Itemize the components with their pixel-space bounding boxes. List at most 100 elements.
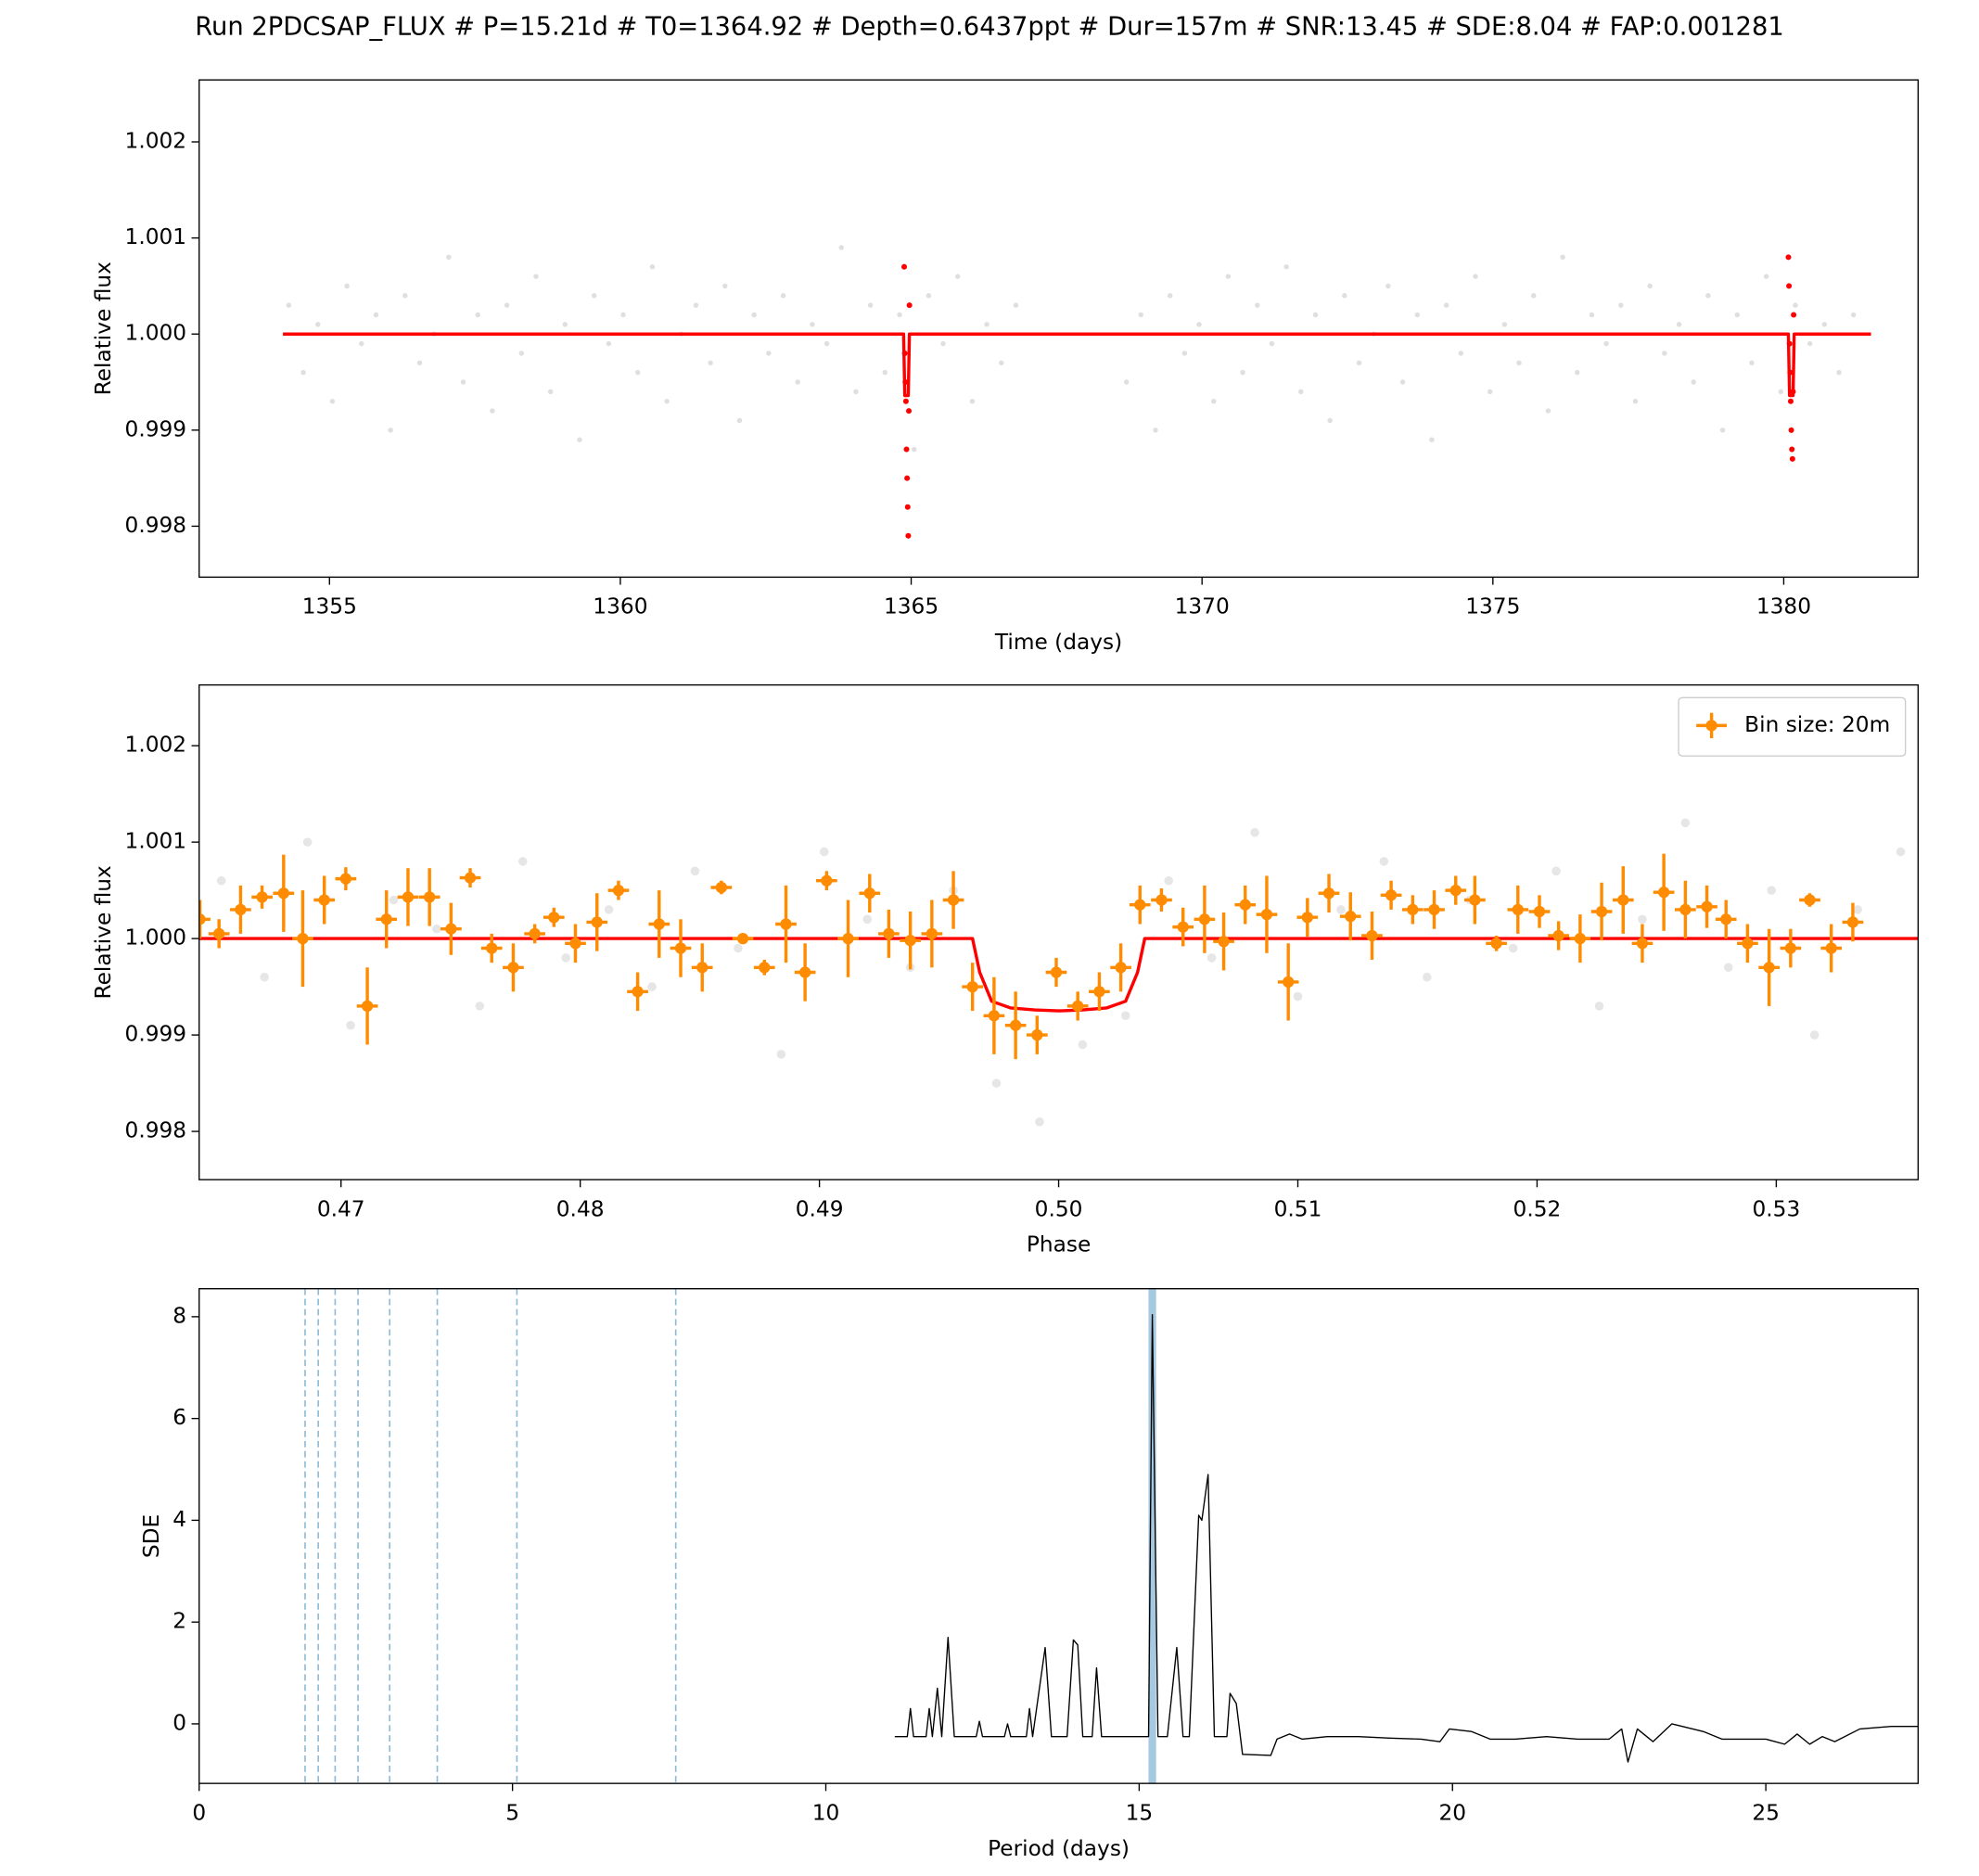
data-point	[517, 857, 528, 866]
data-point	[901, 263, 908, 270]
binned-point	[198, 913, 206, 925]
binned-point	[759, 962, 771, 974]
x-axis-label: Period (days)	[988, 1836, 1130, 1861]
data-point	[1153, 428, 1158, 433]
data-point	[902, 398, 909, 404]
data-point	[1414, 312, 1420, 318]
y-tick-label: 0.998	[125, 1118, 187, 1143]
data-point	[562, 322, 568, 327]
binned-point	[612, 884, 625, 897]
plot-area	[283, 245, 1871, 539]
plot-area	[304, 1288, 1919, 1784]
data-point	[690, 866, 700, 876]
binned-point	[256, 891, 268, 903]
data-point	[1342, 293, 1347, 299]
data-point	[1662, 351, 1667, 356]
binned-point	[947, 894, 960, 906]
binned-point	[361, 1000, 374, 1013]
binned-point	[1198, 913, 1211, 925]
data-point	[906, 408, 913, 415]
data-point	[708, 360, 713, 366]
data-point	[1763, 274, 1769, 279]
data-point	[1210, 399, 1217, 404]
x-tick-label: 1375	[1465, 594, 1520, 619]
data-point	[1647, 283, 1653, 289]
data-point	[1551, 866, 1561, 876]
data-point	[286, 302, 292, 308]
data-point	[882, 369, 888, 376]
y-tick-label: 2	[172, 1609, 186, 1634]
data-point	[1298, 389, 1304, 395]
x-tick-label: 0.50	[1035, 1196, 1083, 1221]
binned-point	[1072, 1000, 1084, 1013]
binned-point	[1345, 911, 1357, 923]
data-point	[561, 953, 570, 963]
data-point	[1458, 351, 1464, 356]
binned-point	[1428, 903, 1440, 916]
x-axis-label: Phase	[1027, 1232, 1091, 1257]
data-point	[862, 914, 872, 925]
x-tick-label: 0.53	[1752, 1196, 1800, 1221]
data-point	[940, 340, 946, 347]
data-point	[1356, 360, 1362, 366]
binned-point	[653, 918, 665, 930]
data-point	[1429, 437, 1435, 442]
binned-point	[1636, 938, 1649, 950]
data-point	[1181, 351, 1188, 356]
y-tick-label: 1.000	[125, 925, 187, 951]
data-point	[954, 274, 961, 279]
binned-point	[715, 881, 728, 894]
series-line	[198, 937, 1919, 1013]
data-point	[344, 283, 350, 289]
data-point	[1785, 254, 1792, 261]
binned-point	[1115, 962, 1127, 974]
data-point	[853, 389, 859, 395]
binned-point	[1804, 894, 1816, 906]
binned-point	[1218, 936, 1230, 948]
data-point	[1269, 340, 1275, 347]
data-point	[897, 312, 902, 318]
binned-point	[926, 927, 938, 940]
binned-point	[318, 894, 330, 906]
x-tick-label: 15	[1126, 1800, 1154, 1825]
data-point	[1749, 360, 1755, 366]
data-point	[1787, 398, 1794, 404]
data-point	[518, 351, 525, 356]
binned-point	[1322, 887, 1335, 900]
binned-point	[863, 887, 875, 900]
binned-point	[277, 887, 289, 900]
data-point	[300, 369, 306, 376]
data-point	[1508, 943, 1518, 953]
binned-point	[1574, 932, 1587, 945]
binned-point	[1846, 916, 1859, 928]
binned-point	[1449, 884, 1462, 897]
data-point	[1516, 360, 1522, 366]
data-point	[1379, 857, 1389, 866]
data-point	[314, 322, 321, 327]
data-point	[1545, 408, 1551, 414]
y-tick-label: 4	[172, 1507, 186, 1532]
binned-point	[674, 942, 687, 954]
y-tick-label: 1.000	[125, 321, 187, 346]
data-point	[1225, 274, 1232, 279]
y-tick-label: 1.002	[125, 733, 187, 758]
data-point	[647, 982, 657, 991]
x-tick-label: 20	[1438, 1800, 1466, 1825]
binned-point	[736, 932, 749, 945]
legend-box	[1678, 696, 1907, 757]
data-point	[1691, 379, 1696, 385]
binned-point	[1595, 905, 1608, 918]
x-tick-label: 0.47	[317, 1196, 365, 1221]
y-tick-label: 0.999	[125, 416, 187, 441]
data-point	[460, 379, 466, 385]
chart-title: Run 2PDCSAP_FLUX # P=15.21d # T0=1364.92…	[195, 13, 1784, 42]
y-axis-label: SDE	[139, 1514, 164, 1558]
data-point	[1399, 379, 1406, 385]
data-point	[604, 905, 614, 914]
y-tick-label: 1.001	[125, 829, 187, 854]
x-tick-label: 0.49	[796, 1196, 844, 1221]
data-point	[926, 293, 932, 299]
binned-point	[1385, 889, 1398, 901]
data-point	[1789, 446, 1795, 453]
